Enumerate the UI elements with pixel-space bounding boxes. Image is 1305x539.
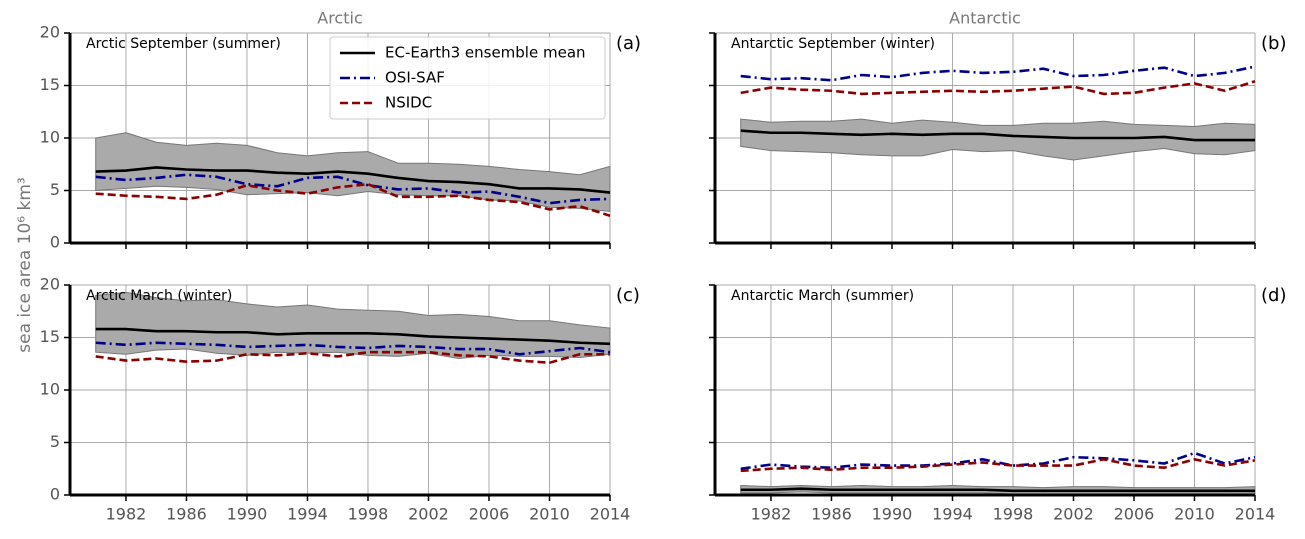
x-tick-label: 1986: [166, 505, 207, 524]
series-line: [740, 457, 1256, 473]
legend-label: EC-Earth3 ensemble mean: [385, 44, 586, 62]
y-tick-label: 10: [40, 380, 60, 399]
panel-label: (b): [1261, 33, 1286, 54]
panel-label: (a): [616, 33, 641, 54]
x-tick-label: 2002: [1053, 505, 1094, 524]
x-tick-label: 2014: [590, 505, 631, 524]
y-tick-label: 20: [40, 23, 60, 42]
legend-label: OSI-SAF: [385, 69, 445, 87]
x-tick-label: 1994: [287, 505, 328, 524]
x-tick-label: 1998: [348, 505, 389, 524]
x-tick-label: 2010: [1174, 505, 1215, 524]
series-line: [740, 129, 1255, 142]
x-tick-label: 2006: [469, 505, 510, 524]
x-tick-label: 1998: [993, 505, 1034, 524]
legend-box: [329, 36, 606, 120]
series-line: [95, 173, 611, 205]
y-axis-label: sea ice area 10⁶ km³: [15, 177, 35, 352]
spread-band: [740, 118, 1256, 161]
panel-label: (c): [616, 285, 640, 306]
x-tick-label: 2006: [1114, 505, 1155, 524]
x-tick-label: 2002: [408, 505, 449, 524]
x-tick-label: 1982: [751, 505, 792, 524]
x-tick-label: 1990: [872, 505, 913, 524]
panel-label: (d): [1261, 285, 1286, 306]
y-tick-label: 10: [40, 128, 60, 147]
y-tick-label: 5: [50, 432, 60, 451]
annotation: Antarctic September (winter): [731, 36, 935, 52]
series-line: [95, 166, 611, 194]
series-line: [740, 487, 1255, 493]
annotation: Arctic September (summer): [86, 36, 281, 52]
x-tick-label: 2010: [529, 505, 570, 524]
x-tick-label: 2014: [1235, 505, 1276, 524]
legend-label: NSIDC: [385, 94, 432, 112]
x-tick-label: 1990: [227, 505, 268, 524]
x-tick-label: 1994: [932, 505, 973, 524]
x-tick-label: 1982: [106, 505, 147, 524]
series-line: [95, 327, 611, 346]
panel-title: Antarctic: [949, 9, 1021, 28]
y-tick-label: 0: [50, 233, 60, 252]
y-tick-label: 20: [40, 275, 60, 294]
annotation: Antarctic March (summer): [731, 288, 914, 304]
series-line: [95, 341, 611, 356]
series-line: [740, 80, 1256, 96]
series-line: [740, 451, 1256, 471]
annotation: Arctic March (winter): [86, 288, 232, 304]
series-line: [95, 350, 610, 365]
panel-title: Arctic: [317, 9, 362, 28]
series-line: [740, 65, 1256, 82]
y-tick-label: 15: [40, 327, 60, 346]
series-line: [95, 182, 611, 217]
y-tick-label: 5: [50, 180, 60, 199]
y-tick-label: 15: [40, 75, 60, 94]
y-tick-label: 0: [50, 485, 60, 504]
x-tick-label: 1986: [811, 505, 852, 524]
